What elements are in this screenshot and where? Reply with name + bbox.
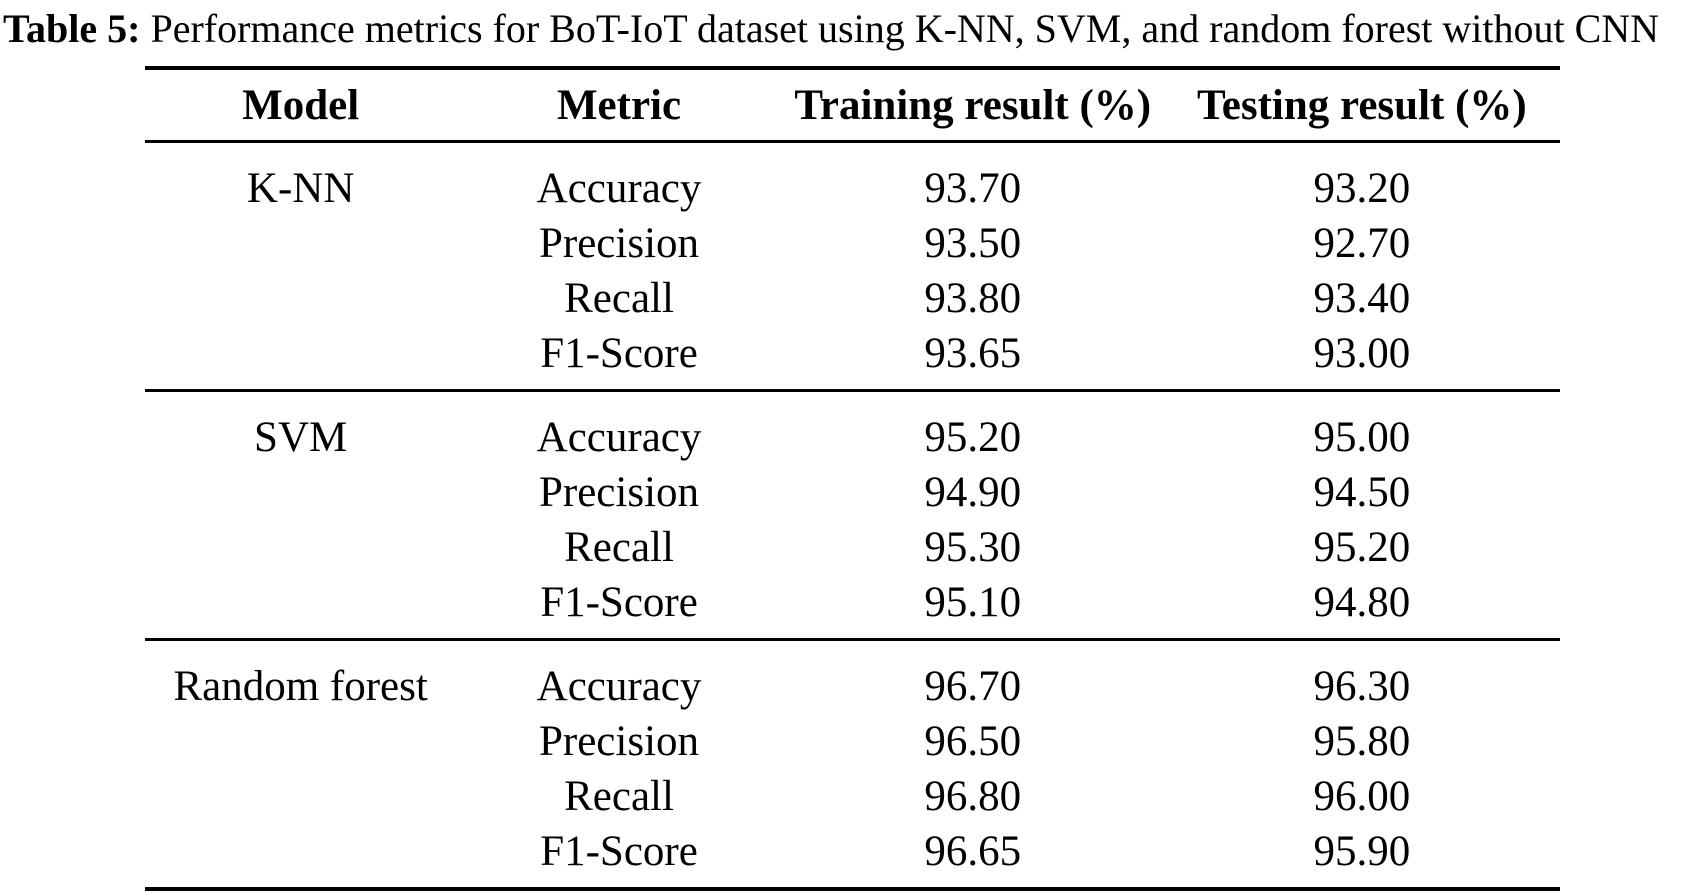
performance-metrics-table: Model Metric Training result (%) Testing…: [145, 66, 1560, 891]
training-value-cell: 93.65: [924, 330, 1022, 377]
metric-cell: F1-Score: [540, 330, 698, 377]
column-header-testing: Testing result (%): [1163, 68, 1560, 143]
table-row: Precision 94.90 94.50: [145, 465, 1560, 520]
testing-value-cell: 93.20: [1313, 165, 1411, 212]
metric-cell: F1-Score: [540, 828, 698, 875]
training-value-cell: 96.70: [924, 663, 1022, 710]
testing-value-cell: 95.20: [1313, 524, 1411, 571]
training-value-cell: 95.20: [924, 414, 1022, 461]
column-header-metric: Metric: [456, 68, 782, 143]
metric-cell: Precision: [538, 718, 700, 765]
testing-value-cell: 96.00: [1313, 773, 1411, 820]
table-row: F1-Score 96.65 95.90: [145, 824, 1560, 889]
training-value-cell: 93.50: [924, 220, 1022, 267]
testing-value-cell: 95.90: [1313, 828, 1411, 875]
table-row: F1-Score 95.10 94.80: [145, 575, 1560, 640]
testing-value-cell: 93.40: [1313, 275, 1411, 322]
metric-cell: Accuracy: [536, 165, 702, 212]
table-row: K-NN Accuracy 93.70 93.20: [145, 142, 1560, 217]
training-value-cell: 96.80: [924, 773, 1022, 820]
metric-cell: Recall: [564, 524, 674, 571]
training-value-cell: 96.50: [924, 718, 1022, 765]
table-row: Recall 93.80 93.40: [145, 271, 1560, 326]
table-row: Precision 93.50 92.70: [145, 216, 1560, 271]
training-value-cell: 96.65: [924, 828, 1022, 875]
testing-value-cell: 92.70: [1313, 220, 1411, 267]
training-value-cell: 93.80: [924, 275, 1022, 322]
model-name-cell: Random forest: [173, 663, 428, 710]
section-svm: SVM Accuracy 95.20 95.00 Precision 94.90…: [145, 390, 1560, 640]
section-knn: K-NN Accuracy 93.70 93.20 Precision 93.5…: [145, 142, 1560, 391]
table-row: Random forest Accuracy 96.70 96.30: [145, 640, 1560, 715]
testing-value-cell: 95.80: [1313, 718, 1411, 765]
testing-value-cell: 94.50: [1313, 469, 1411, 516]
metric-cell: Precision: [538, 469, 700, 516]
metric-cell: Accuracy: [536, 663, 702, 710]
table-row: Recall 96.80 96.00: [145, 769, 1560, 824]
testing-value-cell: 94.80: [1313, 579, 1411, 626]
metric-cell: Precision: [538, 220, 700, 267]
table-row: Recall 95.30 95.20: [145, 520, 1560, 575]
table-row: SVM Accuracy 95.20 95.00: [145, 391, 1560, 466]
testing-value-cell: 95.00: [1313, 414, 1411, 461]
table-row: F1-Score 93.65 93.00: [145, 326, 1560, 391]
metric-cell: Recall: [564, 275, 674, 322]
testing-value-cell: 93.00: [1313, 330, 1411, 377]
model-name-cell: K-NN: [246, 165, 355, 212]
model-name-cell: SVM: [254, 414, 348, 461]
column-header-training: Training result (%): [781, 68, 1164, 143]
table-header-row: Model Metric Training result (%) Testing…: [145, 68, 1560, 143]
table-row: Precision 96.50 95.80: [145, 714, 1560, 769]
training-value-cell: 94.90: [924, 469, 1022, 516]
metric-cell: F1-Score: [540, 579, 698, 626]
table-caption-text: Performance metrics for BoT-IoT dataset …: [140, 6, 1660, 51]
training-value-cell: 95.10: [924, 579, 1022, 626]
testing-value-cell: 96.30: [1313, 663, 1411, 710]
column-header-model: Model: [145, 68, 457, 143]
training-value-cell: 93.70: [924, 165, 1022, 212]
metric-cell: Accuracy: [536, 414, 702, 461]
table-caption-label: Table 5:: [3, 6, 141, 51]
section-random-forest: Random forest Accuracy 96.70 96.30 Preci…: [145, 639, 1560, 890]
table-caption: Table 5: Performance metrics for BoT-IoT…: [3, 6, 1703, 52]
metric-cell: Recall: [564, 773, 674, 820]
training-value-cell: 95.30: [924, 524, 1022, 571]
